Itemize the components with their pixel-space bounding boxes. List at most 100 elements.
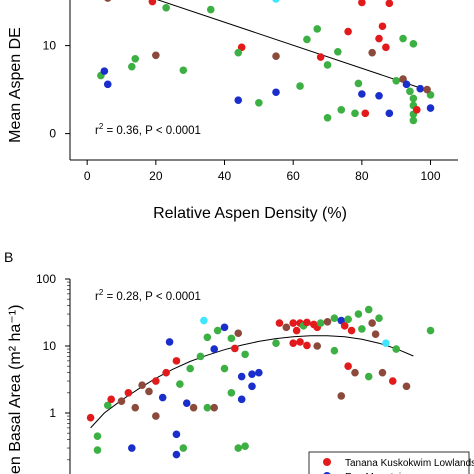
panel-b-data-point — [364, 372, 373, 381]
panel-b-data-point — [275, 319, 284, 327]
panel-b-data-point — [248, 382, 256, 391]
panel-b-legend-box — [308, 451, 470, 474]
panel-a-data-point — [375, 34, 383, 43]
panel-a-data-point — [179, 66, 188, 75]
panel-b-data-point — [203, 403, 212, 412]
panel-b-data-point — [282, 323, 291, 332]
panel-b-data-point — [358, 325, 366, 333]
panel-a-data-point — [385, 109, 394, 118]
panel-a-data-point — [378, 22, 387, 31]
panel-b-data-point — [296, 338, 304, 346]
panel-a-data-point — [303, 35, 311, 44]
panel-b-data-point — [200, 316, 208, 325]
panel-b-data-point — [231, 344, 239, 353]
panel-a-x-tick-label: 0 — [84, 169, 91, 183]
panel-b-data-point — [210, 345, 219, 353]
panel-a-data-point — [402, 80, 411, 89]
panel-b-data-point — [176, 380, 184, 388]
panel-b-data-point — [347, 326, 356, 335]
panel-a-data-point — [392, 77, 400, 85]
panel-b-data-point — [152, 412, 160, 420]
panel-a-data-point — [272, 0, 280, 3]
panel-a-data-point — [152, 51, 160, 60]
panel-b-data-point — [210, 403, 219, 412]
panel-a-x-tick-label: 20 — [149, 169, 163, 183]
panel-a-annotation: r2 = 0.36, P < 0.0001 — [95, 122, 201, 137]
panel-a-data-point — [351, 109, 359, 118]
panel-b-data-point — [158, 393, 167, 402]
panel-b-data-point — [189, 403, 198, 412]
panel-b-data-point — [382, 339, 390, 348]
panel-b-data-point — [145, 387, 153, 396]
panel-b-y-tick-label: 100 — [36, 272, 56, 286]
panel-b-y-axis-label: en Basal Area (m² ha⁻¹) — [7, 305, 24, 474]
panel-a-data-point — [148, 0, 157, 6]
panel-b-data-point — [172, 450, 181, 459]
panel-b-data-point — [196, 352, 205, 361]
panel-b-data-point — [179, 444, 188, 452]
panel-a-fit-line — [156, 0, 431, 92]
panel-b-data-point — [378, 368, 387, 377]
panel-b-data-point — [402, 382, 411, 391]
panel-b-data-point — [237, 372, 246, 381]
panel-b-data-point — [330, 314, 339, 322]
panel-b-data-point — [86, 413, 95, 422]
panel-b-legend-label: Ray Mountains — [345, 472, 412, 474]
panel-b-data-point — [289, 339, 297, 348]
panel-b-data-point — [248, 370, 256, 378]
panel-a-regression-line — [156, 0, 431, 92]
panel-b-y-tick-label: 1 — [49, 406, 56, 420]
panel-a-data-point — [103, 80, 112, 89]
panel-a-data-point — [385, 0, 394, 8]
panel-b-data-point — [337, 392, 346, 400]
panel-a-data-point — [409, 40, 418, 48]
panel-b-data-point — [316, 319, 325, 327]
panel-a-data-point — [272, 52, 280, 60]
panel-a-data-point — [334, 47, 342, 56]
panel-b-data-point — [303, 318, 311, 327]
panel-a-data-point — [234, 48, 243, 57]
panel-a-data-point — [323, 61, 332, 69]
panel-a-data-point — [406, 87, 414, 96]
panel-b-data-point — [213, 326, 222, 335]
panel-b-label: B — [4, 249, 13, 265]
panel-b-data-point — [128, 444, 136, 452]
panel-a-data-point — [234, 96, 243, 104]
panel-b-data-point — [237, 395, 246, 404]
panel-b-data-point — [340, 322, 349, 330]
panel-b-fit-curve — [90, 335, 414, 429]
panel-a-data-point — [255, 99, 263, 107]
panel-b-data-point — [227, 334, 236, 343]
panel-a-data-point — [128, 62, 136, 71]
panel-b-data-point — [107, 395, 116, 404]
panel-a-data-point — [337, 106, 346, 114]
panel-b-legend-marker — [323, 458, 331, 466]
panel-b-data-point — [313, 342, 322, 350]
panel-a-y-tick-label: 10 — [43, 39, 57, 53]
panel-b-data-point — [303, 341, 311, 350]
panel-a-x-tick-label: 100 — [421, 169, 441, 183]
panel-b-data-point — [220, 364, 229, 373]
panel-b-data-point — [124, 389, 133, 397]
panel-b-ticks: 1 10 100 — [36, 272, 70, 461]
panel-b-data-point — [93, 432, 102, 441]
panel-b-data-point — [344, 315, 352, 324]
panel-b-data-point — [165, 338, 174, 346]
panel-b-data-point — [388, 377, 397, 385]
panel-b-data-point — [354, 310, 363, 318]
panel-a-data-point — [426, 104, 435, 112]
panel-b-data-point — [426, 326, 435, 335]
panel-b-data-point — [220, 323, 229, 332]
panel-b-scatter: B 1 10 100 en Basal Area (m² ha⁻¹) r2 = 0.… — [4, 249, 474, 474]
panel-a-data-point — [162, 3, 170, 12]
panel-a-data-point — [316, 53, 325, 61]
panel-a-data-point — [375, 91, 383, 100]
panel-a-points — [97, 0, 435, 125]
panel-b-data-point — [289, 319, 297, 327]
panel-b-legend: Tanana Kuskokwim LowlandsRay MountainsNo… — [308, 451, 474, 474]
panel-b-data-point — [182, 399, 191, 408]
panel-b-data-point — [172, 357, 181, 365]
panel-a-x-axis-label: Relative Aspen Density (%) — [153, 205, 347, 222]
panel-b-data-point — [234, 329, 243, 338]
panel-a-scatter: 02040608010001020 Mean Aspen DE Relative… — [7, 0, 458, 222]
